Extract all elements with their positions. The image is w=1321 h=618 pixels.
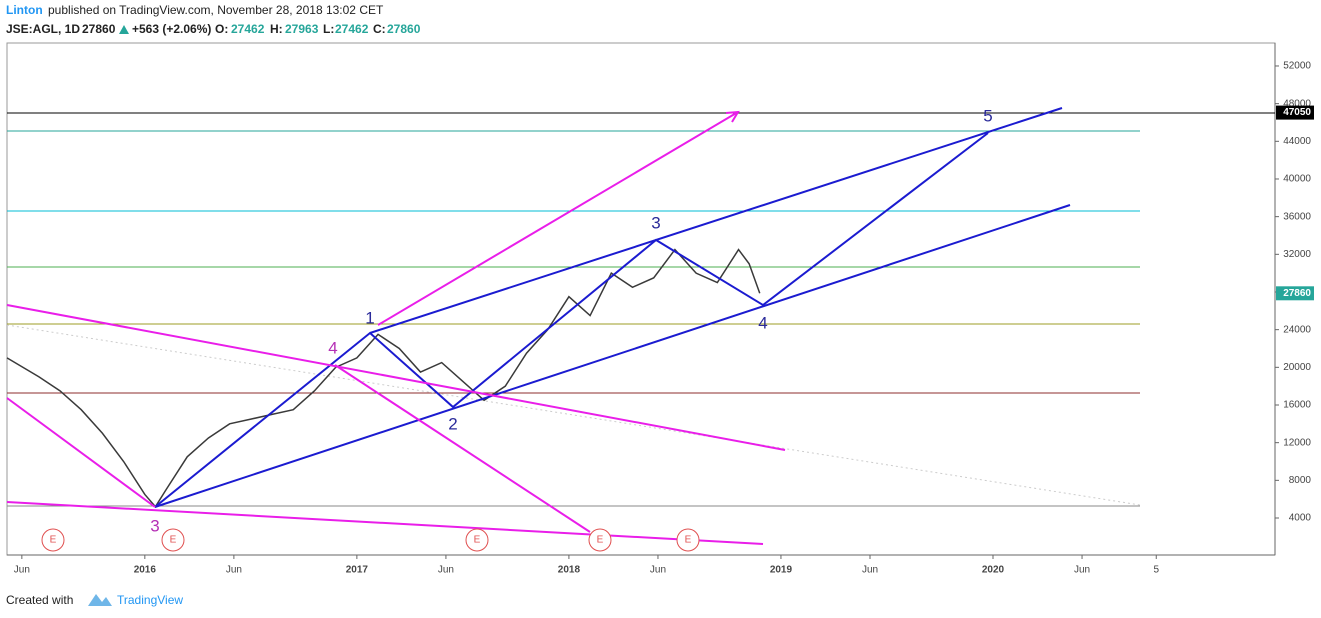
- y-tick-label: 32000: [1283, 249, 1311, 260]
- trend-line: [334, 364, 591, 533]
- wave-label: 3: [651, 213, 660, 232]
- x-tick-label: 5: [1153, 565, 1159, 576]
- earnings-label: E: [50, 535, 57, 546]
- earnings-label: E: [597, 535, 604, 546]
- x-tick-label: Jun: [438, 565, 454, 576]
- last: 27860: [82, 22, 116, 36]
- price-label: 47050: [1283, 107, 1311, 118]
- y-tick-label: 40000: [1283, 174, 1311, 185]
- arrow-line: [377, 111, 739, 326]
- arrow-head: [725, 110, 740, 123]
- earnings-marker[interactable]: [465, 528, 489, 552]
- l-label: L:: [323, 22, 334, 36]
- earnings-label: E: [474, 535, 481, 546]
- trend-line: [6, 501, 764, 545]
- y-tick-label: 36000: [1283, 211, 1311, 222]
- h-label: H:: [270, 22, 283, 36]
- earnings-marker[interactable]: [676, 528, 700, 552]
- price-label-box: [1276, 286, 1314, 301]
- earnings-marker[interactable]: [588, 528, 612, 552]
- y-tick-label: 48000: [1283, 98, 1311, 109]
- wave-label: 4: [758, 313, 767, 332]
- x-tick-label: Jun: [14, 565, 30, 576]
- o: 27462: [231, 22, 265, 36]
- y-tick-label: 20000: [1283, 362, 1311, 373]
- wave-label: 1: [365, 308, 374, 327]
- x-tick-label: Jun: [862, 565, 878, 576]
- trend-line: [6, 397, 156, 508]
- published: published on TradingView.com, November 2…: [48, 3, 384, 17]
- wave-label: 5: [983, 106, 992, 125]
- y-tick-label: 24000: [1283, 324, 1311, 335]
- price-label: 27860: [1283, 288, 1311, 299]
- c-label: C:: [373, 22, 386, 36]
- earnings-label: E: [685, 535, 692, 546]
- wave-label: 4: [328, 338, 337, 357]
- brand[interactable]: TradingView: [117, 593, 183, 607]
- wave-label: 3: [150, 516, 159, 535]
- trend-line: [6, 324, 1141, 506]
- channel-line: [154, 204, 1071, 508]
- wave-labels: 3 4 1 2 3 4 5: [150, 106, 992, 535]
- channel-line: [369, 107, 1063, 334]
- y-tick-label: 8000: [1289, 475, 1312, 486]
- tv-logo: [88, 594, 112, 606]
- c: 27860: [387, 22, 421, 36]
- h: 27963: [285, 22, 319, 36]
- earnings-label: E: [170, 535, 177, 546]
- author: Linton: [6, 3, 43, 17]
- y-tick-label: 44000: [1283, 136, 1311, 147]
- y-tick-label: 52000: [1283, 61, 1311, 72]
- y-tick-label: 16000: [1283, 400, 1311, 411]
- series: [6, 248, 761, 508]
- plot-frame: [6, 42, 1276, 556]
- o-label: O:: [215, 22, 228, 36]
- up-arrow: [119, 25, 129, 34]
- wave-path: [154, 132, 989, 508]
- x-tick-label: Jun: [650, 565, 666, 576]
- wave-label: 2: [448, 414, 457, 433]
- price-line: [6, 248, 761, 508]
- created-with: Created with: [6, 593, 73, 607]
- y-tick-label: 4000: [1289, 513, 1312, 524]
- x-tick-label: 2017: [346, 565, 369, 576]
- x-tick-label: 2018: [558, 565, 581, 576]
- x-tick-label: Jun: [226, 565, 242, 576]
- drawings: [6, 107, 1071, 545]
- symbol: JSE:AGL, 1D: [6, 22, 80, 36]
- earnings: E E E E E: [41, 528, 700, 552]
- change: +563 (+2.06%): [132, 22, 211, 36]
- y-tick-label: 12000: [1283, 437, 1311, 448]
- trend-line: [6, 304, 786, 451]
- x-tick-label: 2020: [982, 565, 1005, 576]
- earnings-marker[interactable]: [161, 528, 185, 552]
- price-label-box: [1276, 105, 1314, 120]
- x-tick-label: Jun: [1074, 565, 1090, 576]
- x-tick-label: 2019: [770, 565, 793, 576]
- earnings-marker[interactable]: [41, 528, 65, 552]
- l: 27462: [335, 22, 369, 36]
- x-tick-label: 2016: [134, 565, 157, 576]
